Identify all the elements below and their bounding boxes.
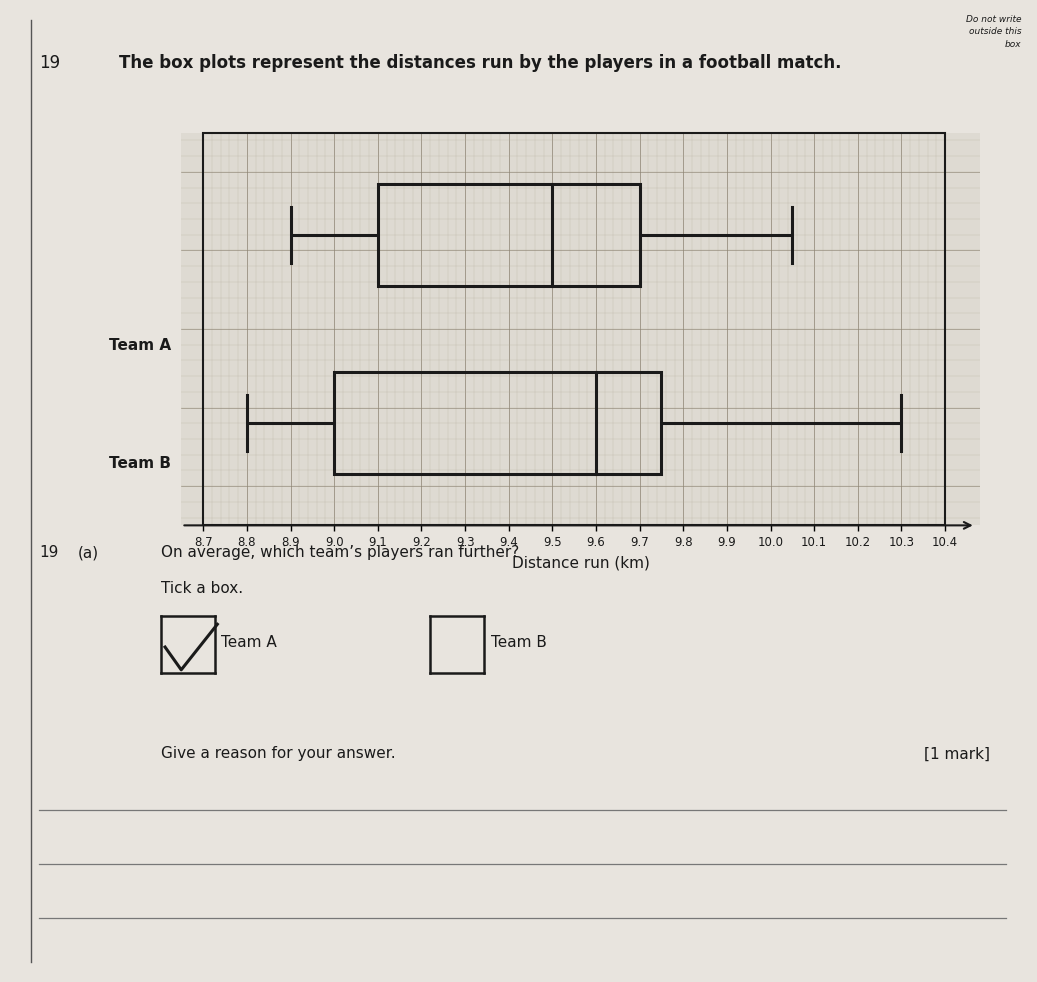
Text: Give a reason for your answer.: Give a reason for your answer. — [161, 746, 395, 761]
Text: outside this: outside this — [969, 27, 1021, 36]
Text: Do not write: Do not write — [965, 15, 1021, 24]
Bar — [377, 184, 640, 286]
Text: Team A: Team A — [221, 634, 277, 650]
Text: Team B: Team B — [491, 634, 546, 650]
Text: Team B: Team B — [109, 456, 171, 471]
Text: Team A: Team A — [109, 338, 171, 354]
Text: (a): (a) — [78, 545, 99, 560]
Text: 19: 19 — [39, 545, 59, 560]
Text: box: box — [1005, 40, 1021, 49]
Bar — [334, 372, 662, 474]
Text: The box plots represent the distances run by the players in a football match.: The box plots represent the distances ru… — [119, 54, 842, 72]
X-axis label: Distance run (km): Distance run (km) — [512, 556, 649, 571]
Text: 19: 19 — [39, 54, 60, 72]
Text: On average, which team’s players ran further?: On average, which team’s players ran fur… — [161, 545, 518, 560]
Text: [1 mark]: [1 mark] — [924, 746, 990, 761]
Text: Tick a box.: Tick a box. — [161, 581, 243, 596]
